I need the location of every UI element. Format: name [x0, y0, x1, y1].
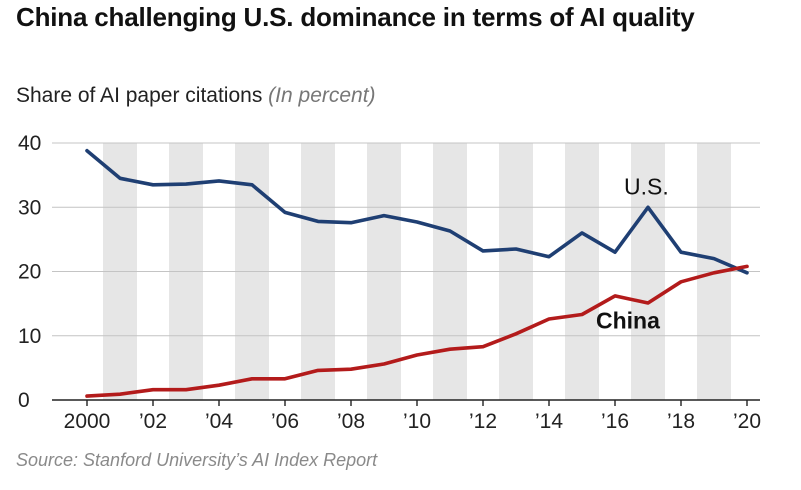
x-tick-label: ’20: [733, 410, 761, 433]
y-tick-label: 20: [18, 261, 41, 284]
gridlines: [52, 142, 760, 401]
chart-subtitle: Share of AI paper citations (In percent): [16, 84, 376, 108]
y-tick-label: 10: [18, 325, 41, 348]
x-tick-label: ’02: [139, 410, 167, 433]
series-label-us: U.S.: [624, 173, 669, 199]
x-tick-label: ’14: [535, 410, 563, 433]
x-tick-label: ’12: [469, 410, 497, 433]
subtitle-text: Share of AI paper citations: [16, 84, 263, 107]
source-note: Source: Stanford University’s AI Index R…: [16, 450, 378, 470]
series-line-us: [85, 148, 749, 275]
series-lines: [85, 148, 749, 398]
x-axis-ticks: 2000 ’02 ’04 ’06 ’08 ’10 ’12 ’14 ’16 ’18 ’20: [64, 400, 761, 433]
y-tick-label: 30: [18, 196, 41, 219]
series-label-china: China: [596, 308, 660, 334]
x-tick-label: 2000: [64, 410, 111, 433]
x-tick-label: ’04: [205, 410, 233, 433]
series-labels: U.S. China: [596, 173, 669, 333]
y-tick-label: 40: [18, 132, 41, 155]
x-tick-label: ’18: [667, 410, 695, 433]
x-tick-label: ’16: [601, 410, 629, 433]
x-tick-label: ’06: [271, 410, 299, 433]
x-tick-label: ’10: [403, 410, 431, 433]
series-line-china: [85, 264, 749, 398]
chart-title: China challenging U.S. dominance in term…: [16, 2, 695, 32]
unit-label: (In percent): [268, 84, 376, 107]
y-axis-ticks: 0 10 20 30 40: [18, 132, 41, 412]
y-tick-label: 0: [18, 389, 30, 412]
x-tick-label: ’08: [337, 410, 365, 433]
